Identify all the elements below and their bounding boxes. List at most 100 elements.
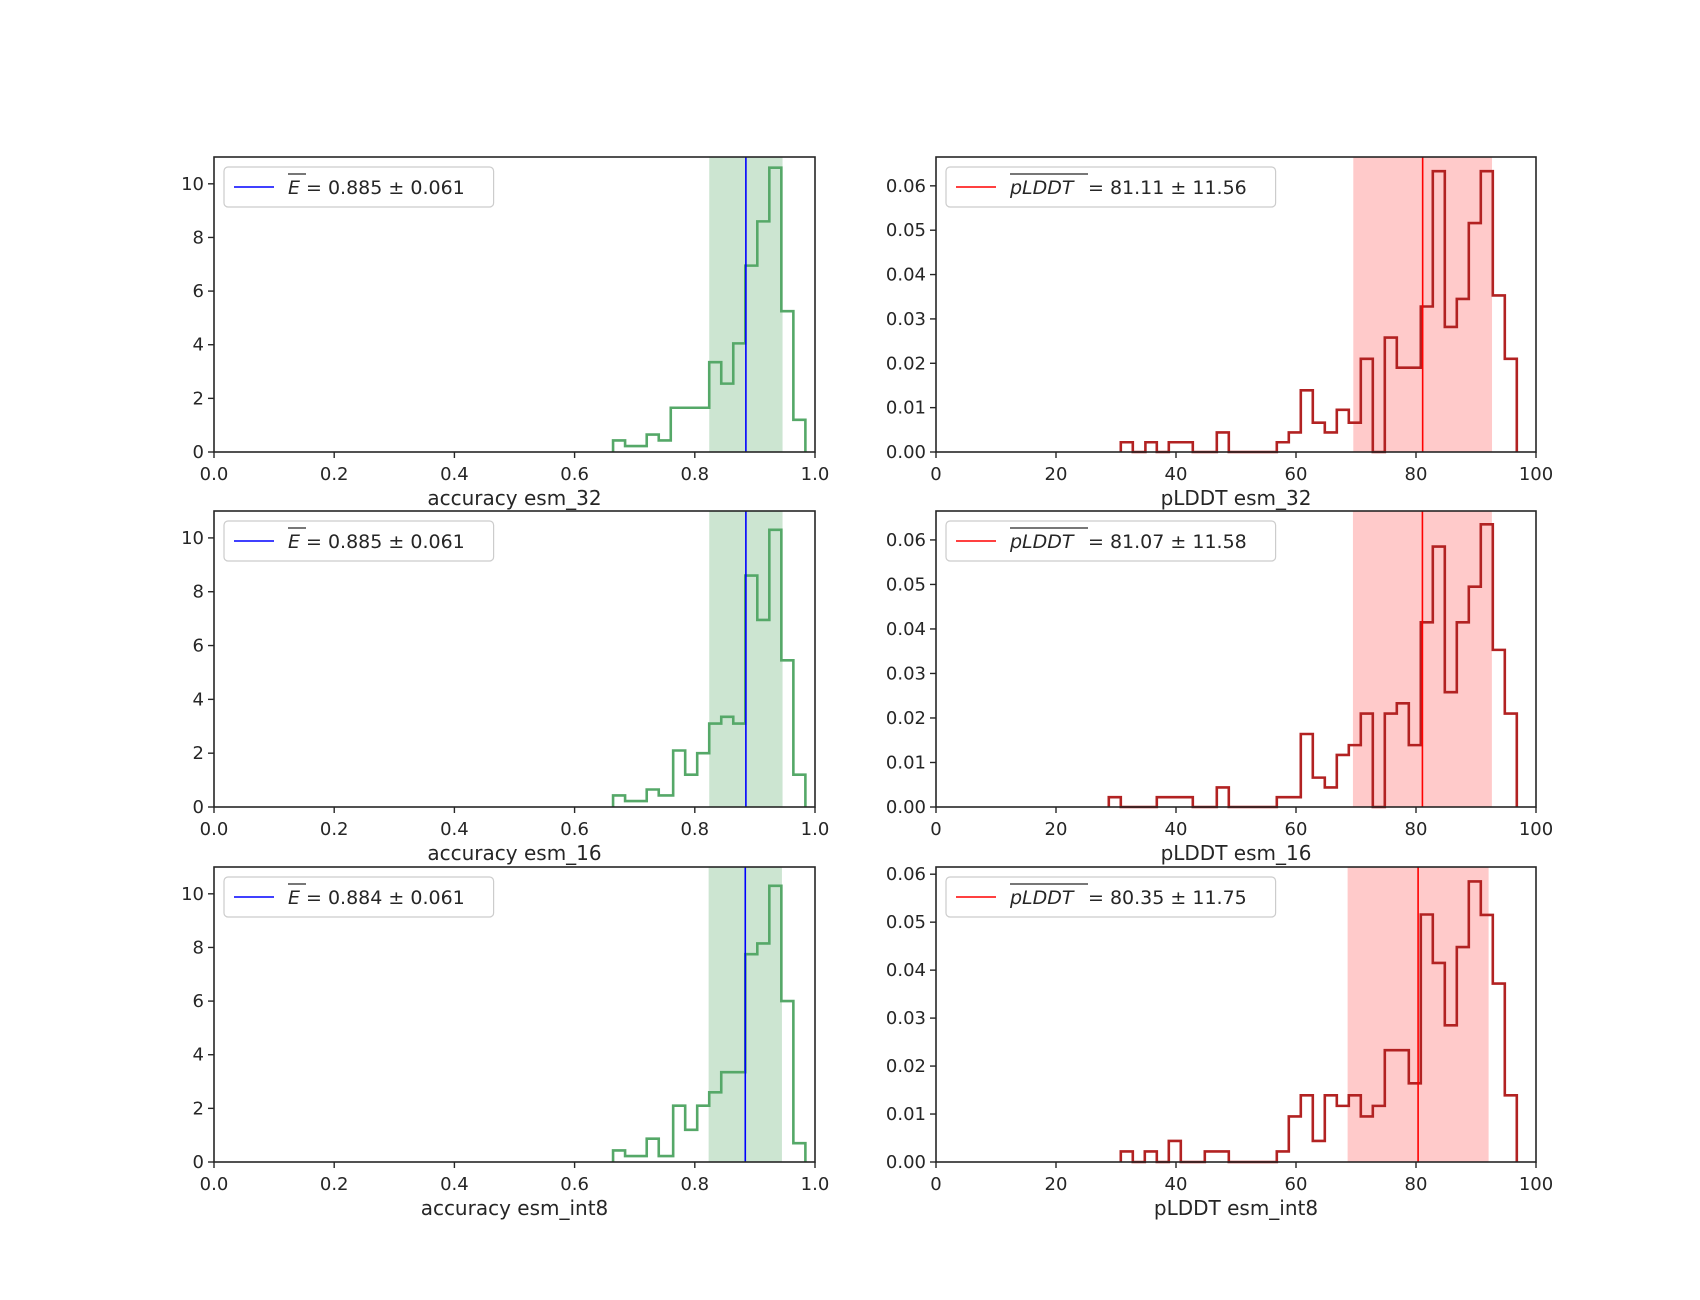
x-tick-label: 1.0 [801, 464, 830, 485]
x-tick-label: 20 [1045, 1174, 1068, 1195]
y-tick-label: 0.04 [886, 265, 926, 286]
x-tick-label: 0 [930, 819, 941, 840]
y-tick-label: 4 [193, 1045, 204, 1066]
legend: E = 0.885 ± 0.061 [223, 166, 495, 208]
y-tick-label: 8 [193, 937, 204, 958]
x-tick-label: 0.8 [680, 464, 709, 485]
x-tick-label: 40 [1165, 1174, 1188, 1195]
legend-symbol: pLDDT [1009, 887, 1075, 909]
legend-box [223, 166, 495, 208]
legend-symbol: E [288, 887, 300, 909]
x-tick-label: 0.4 [440, 1174, 469, 1195]
x-tick-label: 100 [1519, 464, 1553, 485]
x-tick-label: 60 [1285, 464, 1308, 485]
y-tick-label: 0.03 [886, 1008, 926, 1029]
y-tick-label: 2 [193, 1098, 204, 1119]
histogram-steps [1119, 169, 1519, 454]
x-tick-label: 40 [1165, 819, 1188, 840]
histogram-steps [611, 884, 807, 1162]
y-tick-label: 0.03 [886, 663, 926, 684]
legend-symbol: pLDDT [1009, 177, 1075, 199]
legend-value: = 0.885 ± 0.061 [306, 177, 465, 199]
x-axis-label: pLDDT esm_int8 [1154, 1196, 1318, 1220]
x-axis-label: pLDDT esm_16 [1161, 841, 1312, 865]
x-tick-label: 80 [1405, 819, 1428, 840]
histogram-steps [1119, 880, 1519, 1164]
x-tick-label: 0.8 [680, 1174, 709, 1195]
legend-value: = 0.885 ± 0.061 [306, 531, 465, 553]
legend-box [223, 520, 495, 562]
y-tick-label: 0.03 [886, 309, 926, 330]
y-tick-label: 0.00 [886, 797, 926, 818]
y-tick-label: 0 [193, 442, 204, 463]
x-tick-label: 60 [1285, 1174, 1308, 1195]
y-tick-label: 0.02 [886, 353, 926, 374]
legend: pLDDT = 81.07 ± 11.58 [945, 520, 1277, 562]
histogram-steps [611, 166, 807, 452]
x-tick-label: 20 [1045, 464, 1068, 485]
y-tick-label: 6 [193, 636, 204, 657]
y-tick-label: 4 [193, 335, 204, 356]
y-tick-label: 0.05 [886, 574, 926, 595]
legend: E = 0.884 ± 0.061 [223, 876, 495, 918]
y-tick-label: 4 [193, 689, 204, 710]
y-tick-label: 8 [193, 227, 204, 248]
y-tick-label: 6 [193, 991, 204, 1012]
legend-symbol: E [288, 177, 300, 199]
legend-value: = 0.884 ± 0.061 [306, 887, 465, 909]
x-tick-label: 1.0 [801, 819, 830, 840]
legend: pLDDT = 80.35 ± 11.75 [945, 876, 1277, 918]
x-tick-label: 100 [1519, 819, 1553, 840]
legend-value: = 81.07 ± 11.58 [1088, 531, 1247, 553]
y-tick-label: 0 [193, 1152, 204, 1173]
y-tick-label: 0.06 [886, 864, 926, 885]
x-tick-label: 0.0 [200, 464, 229, 485]
legend-symbol: pLDDT [1009, 531, 1075, 553]
y-tick-label: 2 [193, 388, 204, 409]
chart-panel-1: 0.0 0.2 0.4 0.6 0.8 1.0 0 2 4 6 8 10 accuracy esm_32… [181, 156, 830, 510]
chart-panel-2: 0 20 40 60 80 100 0.00 0.01 0.02 0.03 0.04 0.05 0.06… [886, 156, 1553, 510]
y-tick-label: 0.00 [886, 442, 926, 463]
axes-frame [213, 156, 816, 453]
legend-box [945, 166, 1277, 208]
x-tick-label: 0 [930, 1174, 941, 1195]
y-tick-label: 0.02 [886, 1056, 926, 1077]
x-tick-label: 0.6 [560, 1174, 589, 1195]
y-tick-label: 0 [193, 797, 204, 818]
axes-frame [935, 510, 1537, 808]
x-tick-label: 20 [1045, 819, 1068, 840]
y-tick-label: 0.00 [886, 1152, 926, 1173]
y-tick-label: 2 [193, 743, 204, 764]
legend-symbol: E [288, 531, 300, 553]
x-tick-label: 0.8 [680, 819, 709, 840]
x-tick-label: 40 [1165, 464, 1188, 485]
x-tick-label: 60 [1285, 819, 1308, 840]
x-tick-label: 0.6 [560, 819, 589, 840]
x-tick-label: 0.0 [200, 1174, 229, 1195]
y-tick-label: 0.06 [886, 176, 926, 197]
y-tick-label: 10 [181, 884, 204, 905]
x-tick-label: 0.2 [320, 464, 349, 485]
legend: E = 0.885 ± 0.061 [223, 520, 495, 562]
y-tick-label: 0.04 [886, 960, 926, 981]
chart-panel-5: 0.0 0.2 0.4 0.6 0.8 1.0 0 2 4 6 8 10 accuracy esm_in… [181, 866, 829, 1220]
y-tick-label: 8 [193, 582, 204, 603]
axes-frame [213, 510, 816, 808]
x-axis-label: accuracy esm_32 [427, 486, 601, 510]
y-tick-label: 0.04 [886, 619, 926, 640]
histogram-steps [1107, 523, 1519, 809]
x-tick-label: 0 [930, 464, 941, 485]
legend-value: = 81.11 ± 11.56 [1088, 177, 1247, 199]
histogram-steps [611, 528, 807, 807]
chart-panel-4: 0 20 40 60 80 100 0.00 0.01 0.02 0.03 0.04 0.05 0.06… [886, 510, 1553, 865]
x-tick-label: 80 [1405, 464, 1428, 485]
x-tick-label: 0.2 [320, 819, 349, 840]
x-tick-label: 0.2 [320, 1174, 349, 1195]
y-tick-label: 0.02 [886, 708, 926, 729]
y-tick-label: 0.01 [886, 752, 926, 773]
x-tick-label: 0.6 [560, 464, 589, 485]
x-tick-label: 80 [1405, 1174, 1428, 1195]
y-tick-label: 0.06 [886, 530, 926, 551]
y-tick-label: 0.01 [886, 398, 926, 419]
